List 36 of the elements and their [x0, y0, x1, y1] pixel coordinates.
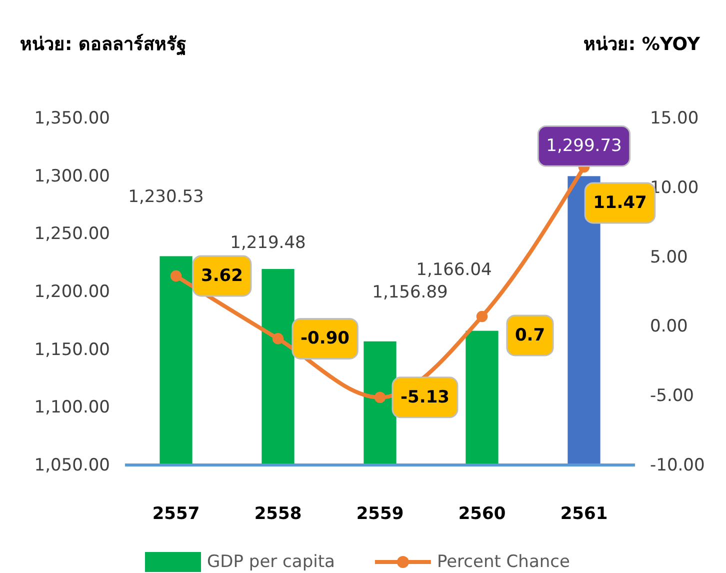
y2-tick-label: 15.00: [650, 108, 699, 128]
y-tick-label: 1,350.00: [34, 108, 110, 128]
data-label: 11.47: [593, 192, 647, 213]
y-tick-label: 1,050.00: [34, 455, 110, 476]
y-tick-label: 1,150.00: [34, 340, 110, 360]
y-tick-label: 1,300.00: [34, 166, 110, 186]
data-label: 1,219.48: [230, 232, 306, 253]
x-tick-label: 2559: [356, 504, 404, 524]
legend-label: Percent Chance: [436, 552, 570, 572]
data-label: 1,299.73: [546, 136, 622, 156]
y-axis-title: หน่วย: ดอลลาร์สหรัฐ: [20, 33, 186, 56]
y-tick-label: 1,100.00: [34, 398, 110, 418]
x-tick-label: 2557: [152, 504, 200, 524]
y-tick-label: 1,250.00: [34, 224, 110, 244]
data-label: 1,156.89: [372, 282, 448, 302]
data-label: -5.13: [400, 387, 450, 408]
point: [272, 333, 284, 344]
y2-tick-label: 5.00: [650, 247, 688, 268]
y2-tick-label: 0.00: [650, 316, 688, 337]
x-tick-label: 2561: [560, 504, 608, 524]
data-label: 1,230.53: [128, 187, 204, 208]
data-label: 0.7: [514, 325, 546, 346]
data-label: 3.62: [201, 266, 243, 286]
y2-tick-label: -5.00: [650, 386, 694, 406]
point: [170, 270, 182, 282]
y-tick-label: 1,200.00: [34, 282, 110, 302]
data-label: 1,166.04: [416, 260, 492, 280]
legend-label: GDP per capita: [207, 552, 335, 572]
point: [374, 392, 386, 404]
x-tick-label: 2560: [458, 504, 506, 524]
x-tick-label: 2558: [254, 504, 302, 524]
y2-tick-label: -10.00: [650, 455, 705, 476]
point: [476, 310, 488, 322]
y2-axis-title: หน่วย: %YOY: [583, 34, 701, 55]
data-label: -0.90: [300, 328, 350, 349]
y2-tick-label: 10.00: [650, 178, 699, 198]
